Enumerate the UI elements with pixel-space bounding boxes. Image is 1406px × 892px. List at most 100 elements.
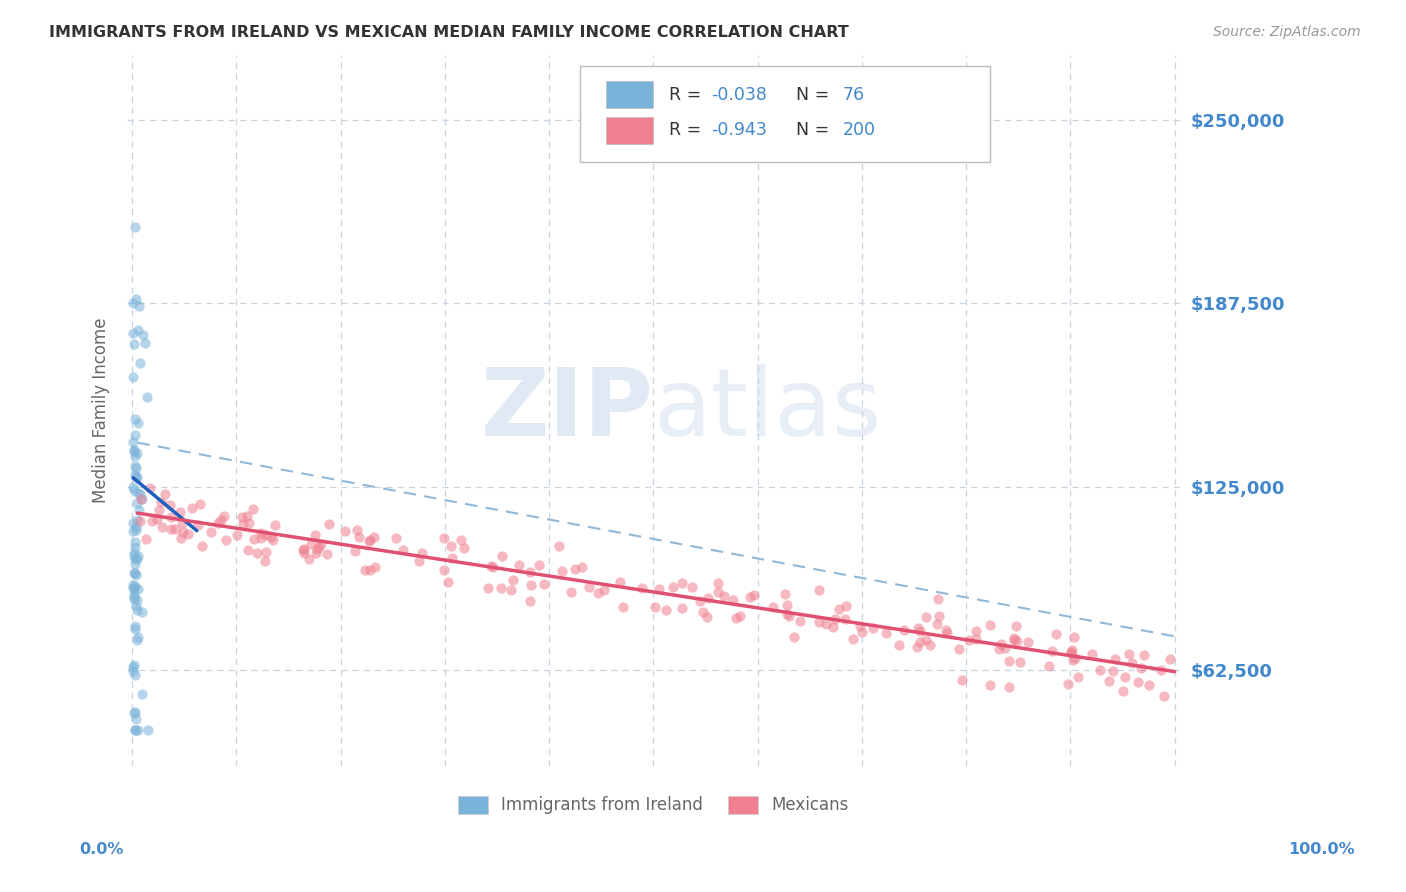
Point — [139, 481, 162, 495]
Point — [571, 560, 593, 574]
Point — [519, 566, 541, 580]
Bar — [606, 81, 654, 109]
Point — [828, 602, 851, 616]
Point — [128, 356, 150, 370]
Point — [309, 537, 332, 551]
Point — [124, 723, 146, 738]
Point — [979, 618, 1001, 632]
Point — [1057, 677, 1080, 691]
Point — [232, 516, 254, 531]
Point — [124, 586, 146, 600]
Point — [648, 582, 671, 596]
Point — [1133, 648, 1156, 663]
Point — [707, 575, 730, 590]
Point — [254, 554, 277, 568]
Point — [122, 591, 145, 605]
Point — [997, 654, 1019, 668]
Point — [834, 612, 856, 626]
Point — [593, 582, 616, 597]
Point — [308, 540, 330, 554]
Text: IMMIGRANTS FROM IRELAND VS MEXICAN MEDIAN FAMILY INCOME CORRELATION CHART: IMMIGRANTS FROM IRELAND VS MEXICAN MEDIA… — [49, 25, 849, 40]
Point — [721, 592, 744, 607]
Point — [148, 503, 170, 517]
Point — [887, 638, 910, 652]
Point — [122, 664, 145, 678]
Point — [644, 599, 666, 614]
Point — [131, 605, 153, 619]
Y-axis label: Median Family Income: Median Family Income — [93, 318, 110, 503]
Point — [499, 582, 522, 597]
Point — [159, 523, 181, 537]
Point — [127, 593, 149, 607]
Point — [135, 390, 157, 404]
Text: R =: R = — [669, 121, 707, 139]
Point — [347, 530, 370, 544]
Point — [1060, 646, 1083, 660]
Point — [612, 599, 634, 614]
Point — [957, 633, 980, 648]
Point — [776, 598, 799, 612]
Point — [231, 509, 253, 524]
Point — [125, 599, 148, 613]
Point — [176, 526, 198, 541]
Text: Source: ZipAtlas.com: Source: ZipAtlas.com — [1213, 25, 1361, 39]
Point — [124, 568, 146, 582]
Point — [124, 657, 146, 672]
Point — [132, 327, 155, 342]
Point — [124, 337, 146, 351]
Point — [165, 523, 187, 537]
Point — [1005, 633, 1028, 648]
Point — [433, 563, 456, 577]
Text: -0.038: -0.038 — [711, 86, 768, 104]
Text: 76: 76 — [844, 86, 865, 104]
Point — [363, 530, 385, 544]
Point — [292, 542, 315, 557]
Point — [122, 370, 145, 384]
Point — [131, 491, 153, 506]
Point — [609, 575, 631, 590]
Point — [363, 560, 385, 574]
Point — [893, 623, 915, 637]
Point — [242, 501, 264, 516]
Point — [481, 558, 503, 573]
Point — [315, 548, 337, 562]
Point — [124, 535, 146, 549]
Point — [671, 600, 693, 615]
Point — [124, 428, 146, 442]
Point — [1126, 675, 1149, 690]
Point — [842, 632, 865, 647]
Point — [122, 524, 145, 538]
Point — [450, 533, 472, 547]
Point — [122, 516, 145, 531]
Point — [910, 635, 932, 649]
Point — [127, 723, 149, 738]
Text: ZIP: ZIP — [481, 364, 654, 457]
Point — [1004, 633, 1026, 648]
Point — [725, 611, 748, 625]
Point — [905, 640, 928, 655]
Point — [127, 582, 149, 596]
Point — [344, 543, 367, 558]
Point — [1114, 670, 1136, 684]
Point — [188, 497, 211, 511]
Point — [551, 564, 574, 578]
Point — [122, 578, 145, 592]
Point — [125, 523, 148, 537]
Point — [385, 531, 408, 545]
Point — [122, 706, 145, 721]
Point — [998, 681, 1021, 695]
Legend: Immigrants from Ireland, Mexicans: Immigrants from Ireland, Mexicans — [451, 789, 856, 822]
Text: N =: N = — [796, 121, 834, 139]
Point — [124, 705, 146, 719]
Point — [707, 584, 730, 599]
Point — [159, 498, 181, 512]
Point — [294, 546, 316, 560]
Point — [851, 625, 873, 640]
Point — [125, 470, 148, 484]
Point — [122, 326, 145, 341]
Point — [262, 533, 284, 547]
Point — [150, 520, 173, 534]
Text: R =: R = — [669, 86, 707, 104]
Point — [586, 586, 609, 600]
Point — [994, 640, 1017, 655]
